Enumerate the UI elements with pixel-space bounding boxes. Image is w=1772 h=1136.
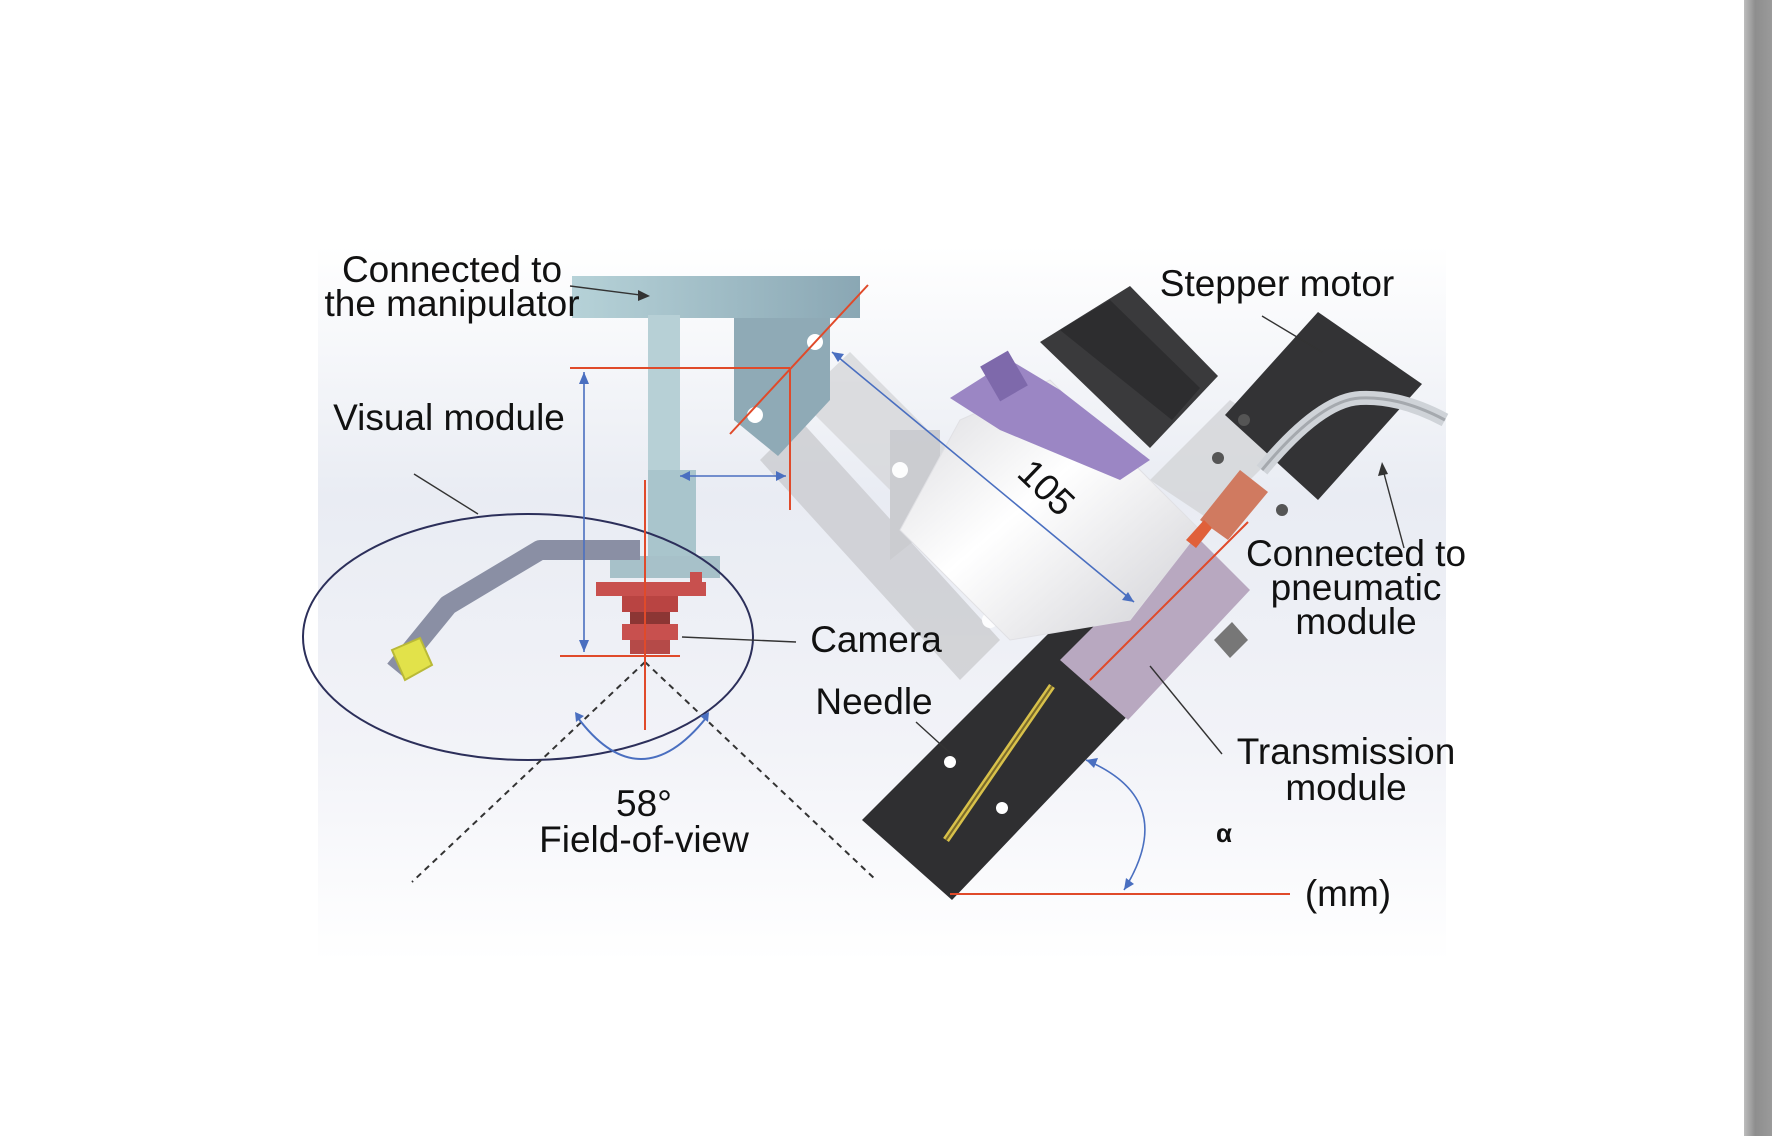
fov-arc	[577, 717, 707, 760]
label-visual-module: Visual module	[333, 397, 565, 438]
label-field-of-view: Field-of-view	[539, 819, 749, 860]
label-units-mm: (mm)	[1305, 873, 1391, 914]
manipulator-arrow	[638, 290, 650, 301]
viewer-scrollbar[interactable]	[1744, 0, 1772, 1136]
manipulator-bracket	[572, 276, 860, 578]
main-cylinder	[899, 379, 1201, 641]
label-needle: Needle	[815, 681, 932, 722]
label-transmission-2: module	[1285, 767, 1406, 808]
red-dimension-lines	[560, 284, 1290, 895]
label-pneumatic-2: pneumatic	[1271, 567, 1442, 608]
fov-right-line	[644, 661, 877, 881]
camera-body	[622, 596, 678, 654]
pneumatic-arrow	[1378, 462, 1388, 476]
blue-arrowheads	[579, 352, 1134, 890]
transmission-housing	[1060, 530, 1250, 720]
blue-dimension-lines	[583, 351, 1146, 891]
yellow-light	[390, 636, 434, 682]
label-alpha: α	[1216, 818, 1232, 848]
render-background	[318, 246, 1446, 962]
stepper-motor-1	[950, 286, 1218, 480]
label-pneumatic-3: module	[1295, 601, 1416, 642]
label-camera: Camera	[810, 619, 942, 660]
label-connected-manipulator-1: Connected to	[342, 249, 562, 290]
visual-module-outline	[302, 513, 754, 761]
label-fov-angle: 58°	[616, 783, 672, 824]
leader-lines	[413, 285, 1405, 763]
label-connected-manipulator-2: the manipulator	[324, 283, 579, 324]
label-transmission-1: Transmission	[1237, 731, 1456, 772]
fov-left-line	[411, 661, 646, 883]
visual-module-arm	[387, 540, 706, 682]
label-stepper-motor: Stepper motor	[1160, 263, 1394, 304]
stepper-motor-2	[1186, 312, 1449, 548]
label-pneumatic-1: Connected to	[1246, 533, 1466, 574]
